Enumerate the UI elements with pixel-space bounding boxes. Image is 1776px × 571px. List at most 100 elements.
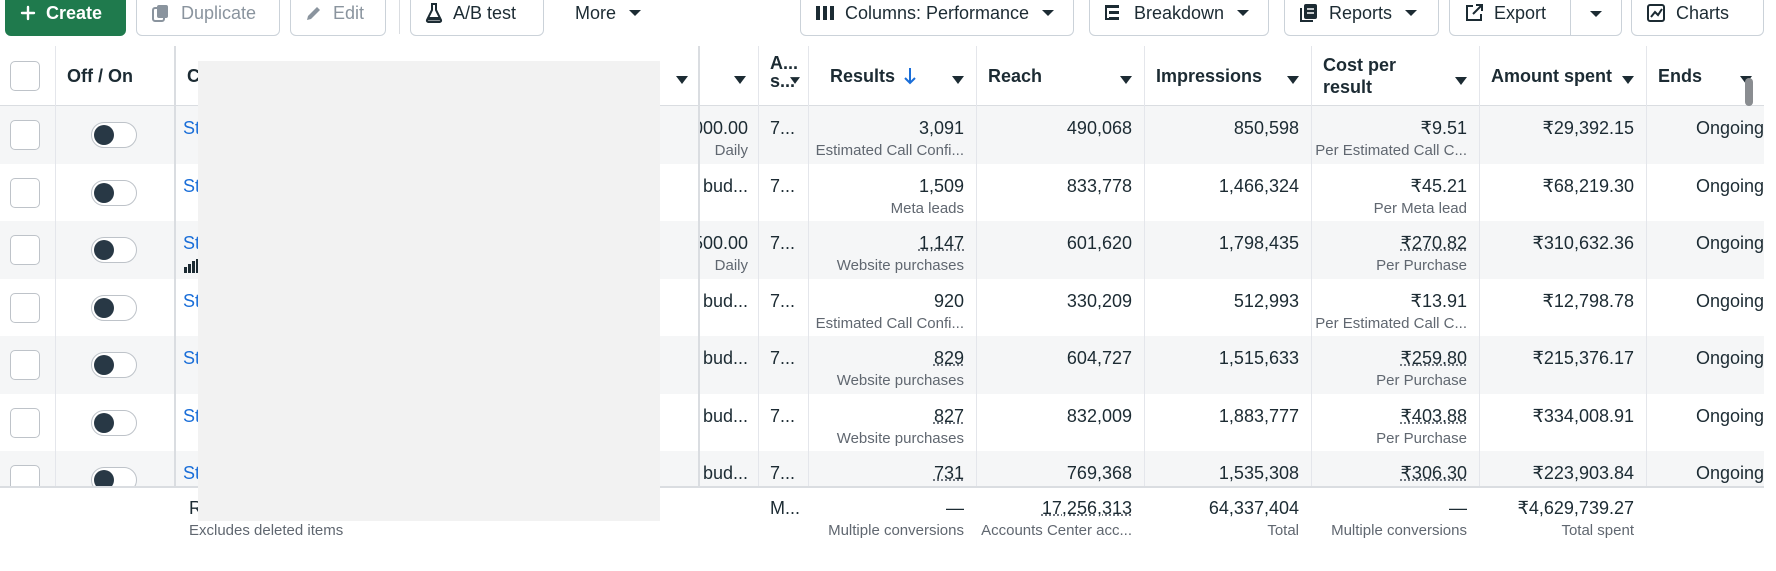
cost-per-result-value[interactable]: ₹270.82 [1400,233,1467,253]
header-campaign[interactable]: C [175,46,700,106]
campaign-toggle[interactable] [91,122,137,148]
footer-reach-sub: Accounts Center acc... [981,522,1132,539]
row-checkbox[interactable] [10,350,40,380]
results-value[interactable]: 827 [933,405,964,426]
ends-value: Ongoing [1696,290,1764,311]
footer-spent-value: ₹4,629,739.27 [1517,498,1634,518]
column-divider [1144,46,1145,571]
select-all-checkbox[interactable] [10,61,40,91]
table-row[interactable]: St bud... 7... 920 Estimated Call Confi... 33… [0,279,1776,337]
caret-down-icon[interactable] [1455,68,1467,90]
footer-excludes-deleted: Excludes deleted items [189,522,344,539]
header-attribution-label: A... s... [770,53,799,91]
cost-per-result-value[interactable]: ₹306.30 [1400,463,1467,483]
caret-down-icon[interactable] [1287,68,1299,89]
impressions-value: 1,798,435 [1218,233,1299,253]
export-menu-button[interactable] [1570,0,1622,36]
campaign-name-link[interactable]: St [183,348,201,368]
reports-icon [1299,3,1319,23]
more-label: More [575,2,617,23]
results-value[interactable]: 1,147 [918,233,964,253]
campaign-toggle[interactable] [91,352,137,378]
cost-per-result-type: Per Purchase [1376,429,1467,447]
reach-value: 832,009 [1066,405,1132,426]
amount-spent-value: ₹12,798.78 [1542,290,1634,311]
cost-per-result-value[interactable]: ₹403.88 [1400,405,1467,426]
results-cell: 827 Website purchases [808,394,976,452]
header-amount-spent-label: Amount spent [1491,65,1612,86]
header-off-on[interactable]: Off / On [55,46,175,106]
table-row[interactable]: St bud... 7... 1,509 Meta leads 833,778 1,466,… [0,164,1776,222]
header-cost-per-result[interactable]: Cost per result [1311,46,1479,106]
sort-arrow-down-icon[interactable] [903,67,917,85]
amount-spent-value: ₹29,392.15 [1542,118,1634,138]
campaign-name-link[interactable]: St [183,175,201,196]
cost-per-result-cell: ₹13.91 Per Estimated Call C... [1311,279,1479,337]
caret-down-icon[interactable] [952,68,964,89]
row-checkbox[interactable] [10,177,40,208]
header-reach[interactable]: Reach [976,46,1144,106]
campaign-toggle[interactable] [91,179,137,206]
campaign-name-link[interactable]: St [183,290,201,311]
footer-spent-sub: Total spent [1561,522,1634,539]
campaign-name-link[interactable]: St [183,233,201,253]
columns-label: Columns: Performance [845,2,1030,23]
row-checkbox[interactable] [10,292,40,323]
row-checkbox[interactable] [10,120,40,150]
table-row[interactable]: St bud... 7... 827 Website purchases 832,009 1… [0,394,1776,452]
duplicate-button[interactable]: Duplicate [136,0,280,36]
campaign-toggle[interactable] [91,409,137,436]
header-impressions[interactable]: Impressions [1144,46,1311,106]
campaign-toggle[interactable] [91,294,137,321]
campaign-name-link[interactable]: St [183,405,201,426]
row-checkbox[interactable] [10,235,40,265]
ab-test-button[interactable]: A/B test [410,0,544,36]
caret-down-icon[interactable] [734,68,746,89]
row-checkbox[interactable] [10,407,40,438]
caret-down-icon[interactable] [676,68,688,89]
columns-button[interactable]: Columns: Performance [800,0,1074,36]
charts-button[interactable]: Charts [1631,0,1764,36]
campaign-name-link[interactable]: St [183,118,201,138]
footer-results: — Multiple conversions [808,488,976,571]
create-button[interactable]: Create [5,0,126,36]
charts-label: Charts [1676,2,1730,23]
export-button[interactable]: Export [1449,0,1571,36]
column-divider [808,46,809,571]
campaign-name-link[interactable]: St [183,463,201,483]
footer-impressions: 64,337,404 Total [1144,488,1311,571]
results-value[interactable]: 829 [933,348,964,368]
header-attribution[interactable]: A... s... [758,46,808,106]
more-button[interactable]: More [560,0,662,36]
ab-test-label: A/B test [453,2,517,23]
amount-spent-cell: ₹29,392.15 [1479,106,1646,164]
cost-per-result-value[interactable]: ₹259.80 [1400,348,1467,368]
reach-cell: 604,727 [976,336,1144,394]
header-results[interactable]: Results [808,46,976,106]
caret-down-icon[interactable] [1120,68,1132,89]
impressions-value: 1,883,777 [1218,405,1299,426]
campaign-toggle[interactable] [91,237,137,263]
breakdown-button[interactable]: Breakdown [1089,0,1269,36]
footer-attribution: M... [770,498,800,518]
cost-per-result-cell: ₹45.21 Per Meta lead [1311,164,1479,222]
budget-cell: 500.00 Daily [698,221,758,279]
edit-label: Edit [333,2,365,23]
caret-down-icon[interactable] [1622,68,1634,89]
vertical-scrollbar-track[interactable] [1764,46,1776,571]
header-amount-spent[interactable]: Amount spent [1479,46,1646,106]
toggle-knob [94,297,114,318]
edit-button[interactable]: Edit [290,0,386,36]
toggle-knob [94,125,114,145]
reach-cell: 832,009 [976,394,1144,452]
results-value[interactable]: 731 [933,463,964,483]
footer-reach-value[interactable]: 17,256,313 [1041,498,1132,518]
reports-label: Reports [1329,2,1393,23]
header-budget[interactable] [700,46,758,106]
results-cell: 3,091 Estimated Call Confi... [808,106,976,164]
bar-chart-icon[interactable] [184,259,200,278]
vertical-scrollbar-thumb[interactable] [1745,78,1753,106]
amount-spent-value: ₹223,903.84 [1532,463,1634,483]
reports-button[interactable]: Reports [1284,0,1439,36]
caret-down-icon[interactable] [790,69,800,87]
